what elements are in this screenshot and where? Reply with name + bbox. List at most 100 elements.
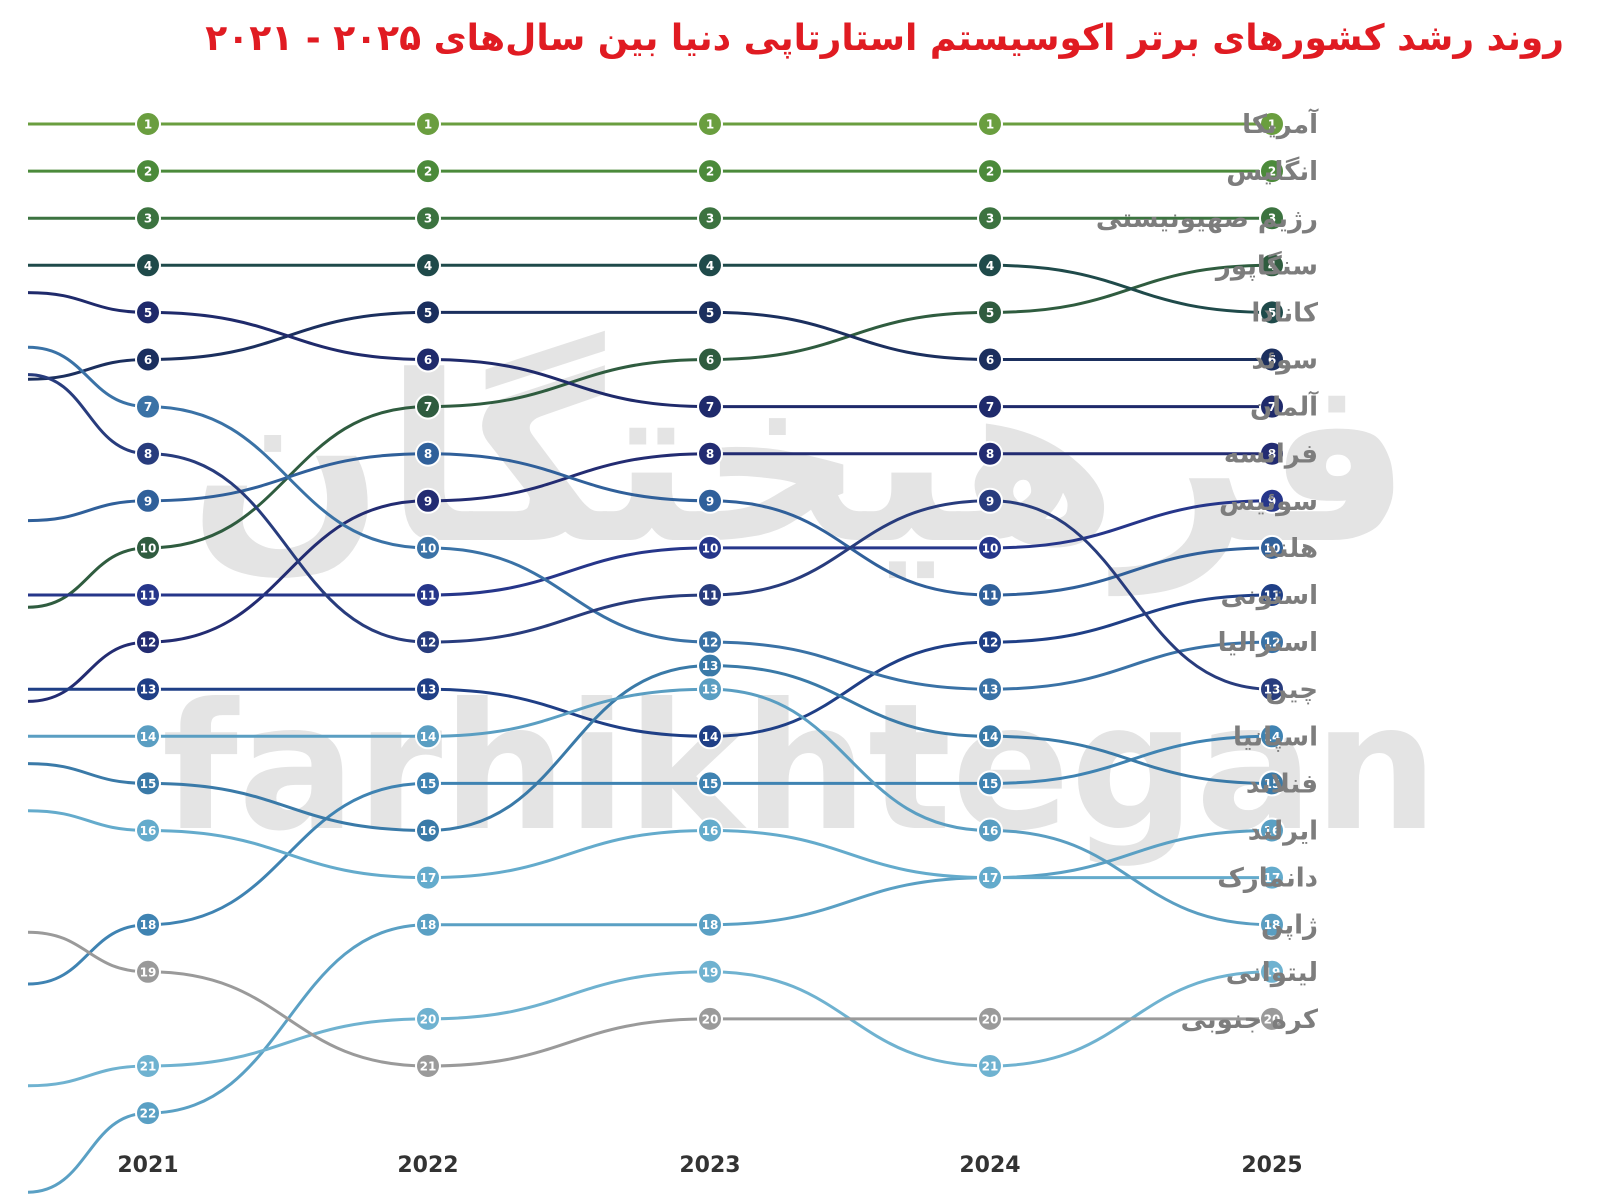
rank-marker: 11 (977, 582, 1003, 608)
rank-marker-circle (1259, 440, 1285, 467)
rank-marker: 1 (135, 111, 161, 137)
rank-marker-circle (135, 582, 161, 608)
rank-marker: 11 (1259, 582, 1285, 608)
rank-marker: 14 (135, 723, 161, 750)
country-label: چین (1265, 675, 1318, 705)
rank-marker: 9 (1259, 487, 1285, 514)
rank-marker-label: 16 (1264, 824, 1281, 838)
watermark-latin: farhikhtegan (162, 667, 1438, 870)
rank-marker-circle (1259, 158, 1285, 185)
rank-marker-circle (977, 393, 1003, 420)
rank-marker: 3 (1259, 205, 1285, 232)
rank-marker: 11 (697, 582, 723, 608)
rank-marker-circle (1259, 346, 1285, 373)
rank-marker-circle (977, 864, 1003, 891)
rank-marker-circle (135, 252, 161, 279)
rank-marker-label: 9 (1268, 494, 1276, 508)
rank-marker-label: 2 (986, 165, 994, 179)
country-label: فنلاند (1246, 769, 1318, 799)
rank-marker: 15 (1259, 770, 1285, 797)
rank-marker-circle (135, 723, 161, 750)
rank-marker-label: 3 (706, 212, 714, 226)
rank-marker-label: 5 (144, 306, 152, 320)
rank-marker-label: 6 (424, 353, 432, 367)
rank-marker: 7 (697, 393, 723, 420)
rank-marker-label: 18 (420, 918, 437, 932)
rank-marker-circle (1259, 958, 1285, 985)
series-lines (27, 122, 1273, 1194)
rank-marker-circle (697, 205, 723, 232)
rank-marker-circle (415, 346, 441, 373)
rank-marker-label: 15 (982, 777, 999, 791)
rank-marker-label: 20 (982, 1012, 999, 1026)
rank-marker-circle (415, 911, 441, 938)
rank-marker-circle (1259, 252, 1285, 279)
rank-marker: 21 (135, 1053, 161, 1079)
rank-marker-label: 7 (1268, 400, 1276, 414)
series-line-17 (28, 687, 1273, 927)
rank-marker-label: 2 (144, 165, 152, 179)
rank-marker-label: 2 (706, 165, 714, 179)
rank-marker-label: 4 (144, 259, 152, 273)
rank-marker-label: 19 (702, 965, 719, 979)
rank-marker-circle (697, 252, 723, 279)
rank-marker-circle (415, 393, 441, 420)
rank-marker-circle (697, 723, 723, 750)
rank-marker-label: 7 (424, 400, 432, 414)
rank-marker-label: 11 (420, 589, 437, 603)
series-line-18 (27, 970, 1273, 1088)
rank-marker: 1 (1259, 111, 1285, 137)
rank-marker-label: 15 (420, 777, 437, 791)
rank-marker: 15 (977, 770, 1003, 797)
rank-marker: 10 (415, 534, 441, 561)
rank-marker: 4 (1259, 252, 1285, 279)
rank-marker-circle (977, 1005, 1003, 1032)
rank-marker-label: 12 (140, 636, 157, 650)
rank-marker-label: 5 (424, 306, 432, 320)
rank-marker-label: 10 (702, 541, 719, 555)
rank-marker: 7 (415, 393, 441, 420)
rank-marker-label: 17 (420, 871, 437, 885)
rank-marker-circle (415, 582, 441, 608)
rank-marker-label: 16 (140, 824, 157, 838)
country-label: دانمارک (1217, 864, 1318, 894)
rank-marker: 15 (135, 770, 161, 797)
rank-marker-circle (135, 205, 161, 232)
rank-marker: 3 (977, 205, 1003, 232)
rank-marker: 13 (135, 676, 161, 703)
rank-marker-circle (415, 299, 441, 326)
rank-marker-circle (135, 817, 161, 844)
rank-marker-circle (977, 487, 1003, 514)
country-label: سوئد (1251, 346, 1318, 376)
rank-marker-label: 14 (420, 730, 437, 744)
rank-marker-circle (1259, 770, 1285, 797)
rank-marker-circle (697, 487, 723, 514)
rank-marker: 1 (697, 111, 723, 137)
rank-marker-circle (697, 911, 723, 938)
rank-marker: 18 (1259, 911, 1285, 938)
rank-marker: 12 (135, 629, 161, 656)
rank-marker: 14 (697, 723, 723, 750)
rank-marker-label: 20 (420, 1012, 437, 1026)
rank-marker: 5 (1259, 299, 1285, 326)
rank-marker-circle (1259, 723, 1285, 750)
rank-marker: 13 (415, 676, 441, 703)
rank-marker: 4 (135, 252, 161, 279)
rank-marker-circle (697, 582, 723, 608)
rank-marker-circle (977, 770, 1003, 797)
rank-marker-label: 18 (140, 918, 157, 932)
rank-marker-label: 15 (140, 777, 157, 791)
rank-marker: 9 (415, 487, 441, 514)
rank-marker-circle (977, 158, 1003, 185)
rank-marker-label: 11 (140, 589, 157, 603)
rank-marker: 18 (415, 911, 441, 938)
rank-marker: 20 (1259, 1005, 1285, 1032)
rank-marker-circle (135, 958, 161, 985)
rank-marker-circle (135, 1053, 161, 1079)
rank-marker: 17 (1259, 864, 1285, 891)
rank-marker: 15 (415, 770, 441, 797)
series-line-15 (27, 829, 1273, 1194)
rank-marker-circle (135, 1100, 161, 1127)
rank-marker-label: 15 (702, 777, 719, 791)
